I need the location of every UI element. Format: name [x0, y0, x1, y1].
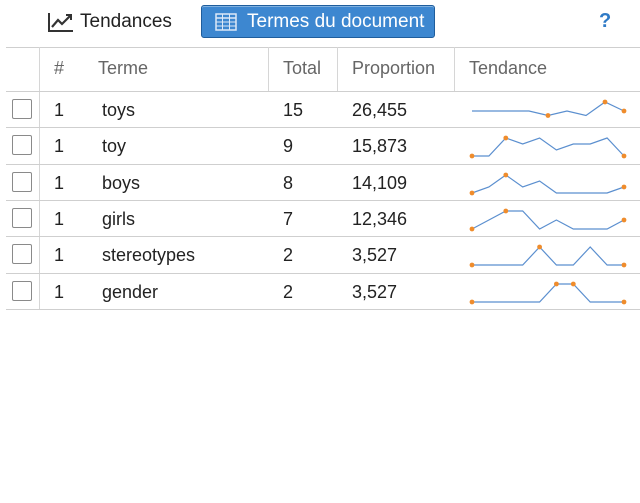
table-row[interactable]: 1 toys 15 26,455 [6, 91, 640, 127]
header-divider [6, 91, 640, 92]
trend-sparkline [469, 281, 627, 304]
sparkline-marker [537, 244, 542, 250]
sparkline-marker [469, 299, 475, 304]
row-divider [6, 272, 640, 274]
sparkline-marker [621, 184, 627, 189]
tab-document-terms-label: Termes du document [247, 10, 425, 32]
sparkline-marker [621, 299, 627, 304]
tab-trends-label: Tendances [80, 10, 172, 32]
cell-term: toy [102, 136, 127, 157]
sparkline-marker [503, 135, 509, 141]
sparkline-marker [621, 262, 627, 268]
trend-chart-icon [48, 12, 73, 32]
cell-total: 8 [283, 172, 294, 193]
sparkline-marker [570, 281, 576, 286]
cell-number: 1 [54, 172, 65, 193]
row-checkbox[interactable] [12, 171, 32, 192]
cell-number: 1 [54, 136, 65, 157]
sparkline-line [472, 137, 625, 157]
sparkline-marker [621, 108, 627, 114]
sparkline-marker [469, 190, 475, 195]
cell-proportion: 3,527 [352, 281, 398, 302]
table-row[interactable]: 1 boys 8 14,109 [6, 164, 640, 200]
cell-total: 9 [283, 136, 294, 157]
cell-proportion: 12,346 [352, 208, 408, 229]
header-trend[interactable]: Tendance [469, 58, 548, 78]
cell-proportion: 14,109 [352, 172, 408, 193]
sparkline-marker [469, 153, 475, 159]
row-divider [6, 308, 640, 310]
cell-term: boys [102, 172, 141, 193]
sparkline-line [472, 246, 624, 266]
terms-table: # Terme Total Proportion Tendance 1 toys 1… [6, 47, 640, 310]
trend-sparkline [469, 172, 627, 195]
sparkline-marker [503, 172, 509, 177]
column-divider [454, 47, 455, 91]
trend-sparkline [469, 208, 627, 232]
table-icon [215, 12, 237, 31]
trend-sparkline [469, 135, 627, 159]
column-divider [39, 47, 40, 309]
header-total[interactable]: Total [283, 58, 322, 78]
cell-total: 2 [283, 281, 294, 302]
cell-number: 1 [54, 245, 65, 266]
tab-trends[interactable]: Tendances [47, 5, 172, 38]
table-border [6, 47, 640, 48]
sparkline-marker [602, 99, 608, 105]
cell-proportion: 15,873 [352, 136, 408, 157]
sparkline-line [471, 173, 625, 194]
sparkline-marker [554, 281, 559, 286]
row-checkbox[interactable] [12, 99, 32, 119]
cell-total: 2 [283, 245, 294, 266]
cell-term: girls [102, 208, 136, 229]
sparkline-line [472, 282, 624, 303]
row-divider [6, 127, 640, 129]
help-button[interactable]: ? [599, 10, 612, 32]
sparkline-marker [469, 262, 475, 268]
trend-sparkline [472, 99, 627, 118]
cell-number: 1 [54, 100, 65, 120]
sparkline-marker [621, 217, 627, 223]
sparkline-marker [469, 226, 475, 232]
sparkline-line [471, 210, 625, 230]
row-divider [6, 199, 640, 201]
cell-term: gender [102, 281, 159, 302]
header-proportion[interactable]: Proportion [352, 58, 436, 78]
table-row[interactable]: 1 stereotypes 2 3,527 [6, 236, 640, 272]
table-row[interactable]: 1 gender 2 3,527 [6, 273, 640, 309]
cell-total: 7 [283, 208, 294, 229]
row-divider [6, 236, 640, 238]
cell-number: 1 [54, 281, 65, 302]
table-row[interactable]: 1 girls 7 12,346 [6, 200, 640, 236]
header-number[interactable]: # [54, 58, 65, 78]
row-checkbox[interactable] [12, 207, 32, 228]
cell-number: 1 [54, 208, 65, 229]
tab-document-terms[interactable]: Termes du document [201, 5, 435, 38]
table-row[interactable]: 1 toy 9 15,873 [6, 127, 640, 163]
row-divider [6, 163, 640, 165]
cell-proportion: 3,527 [352, 245, 398, 266]
sparkline-marker [503, 208, 509, 214]
cell-term: stereotypes [102, 245, 196, 266]
column-divider [268, 47, 269, 91]
header-term[interactable]: Terme [98, 58, 149, 78]
cell-total: 15 [283, 100, 304, 120]
column-divider [337, 47, 338, 91]
cell-term: toys [102, 100, 136, 120]
toolbar: Tendances Termes du document ? [0, 0, 640, 42]
row-checkbox[interactable] [12, 280, 32, 301]
sparkline-marker [545, 113, 551, 118]
cell-proportion: 26,455 [352, 100, 408, 120]
row-checkbox[interactable] [12, 135, 32, 156]
trend-sparkline [469, 244, 627, 268]
sparkline-marker [621, 153, 627, 159]
row-checkbox[interactable] [12, 244, 32, 265]
